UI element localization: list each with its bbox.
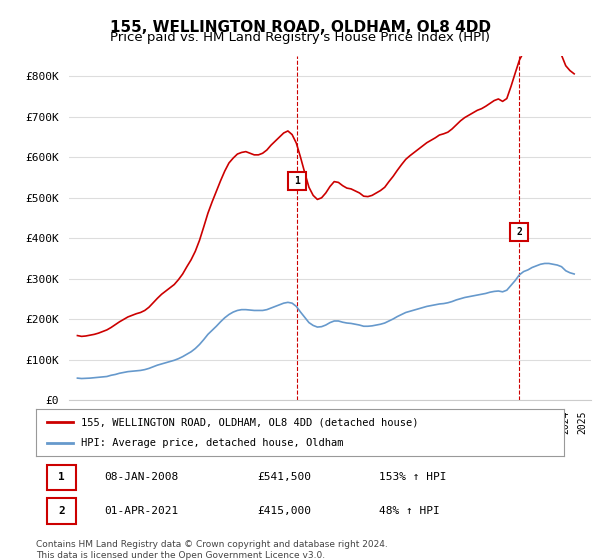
Text: 155, WELLINGTON ROAD, OLDHAM, OL8 4DD: 155, WELLINGTON ROAD, OLDHAM, OL8 4DD xyxy=(110,20,491,35)
Text: Contains HM Land Registry data © Crown copyright and database right 2024.
This d: Contains HM Land Registry data © Crown c… xyxy=(36,540,388,560)
Text: 48% ↑ HPI: 48% ↑ HPI xyxy=(379,506,440,516)
FancyBboxPatch shape xyxy=(47,465,76,490)
Text: £541,500: £541,500 xyxy=(258,473,312,482)
Text: 08-JAN-2008: 08-JAN-2008 xyxy=(104,473,179,482)
Text: 2: 2 xyxy=(58,506,65,516)
Text: 155, WELLINGTON ROAD, OLDHAM, OL8 4DD (detached house): 155, WELLINGTON ROAD, OLDHAM, OL8 4DD (d… xyxy=(81,417,418,427)
Text: 1: 1 xyxy=(294,176,300,186)
FancyBboxPatch shape xyxy=(47,498,76,524)
Text: £415,000: £415,000 xyxy=(258,506,312,516)
Text: HPI: Average price, detached house, Oldham: HPI: Average price, detached house, Oldh… xyxy=(81,438,343,448)
Text: 153% ↑ HPI: 153% ↑ HPI xyxy=(379,473,446,482)
Text: 1: 1 xyxy=(58,473,65,482)
Text: 2: 2 xyxy=(517,227,523,237)
Text: 01-APR-2021: 01-APR-2021 xyxy=(104,506,179,516)
Text: Price paid vs. HM Land Registry's House Price Index (HPI): Price paid vs. HM Land Registry's House … xyxy=(110,31,490,44)
